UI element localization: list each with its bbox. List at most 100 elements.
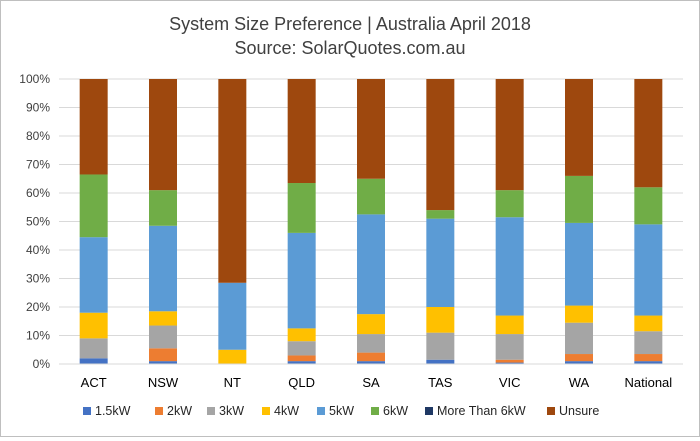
bar-segment bbox=[218, 79, 247, 283]
bar-segment bbox=[495, 217, 524, 316]
bar-segment bbox=[149, 325, 177, 349]
y-axis: 0% 10% 20% 30% 40% 50% 60% 70% 80% 90% 100% bbox=[19, 72, 50, 371]
y-tick-label: 50% bbox=[26, 215, 50, 229]
bar-segment bbox=[357, 178, 385, 215]
bar-segment bbox=[149, 190, 177, 226]
y-tick-label: 30% bbox=[26, 272, 50, 286]
y-tick-label: 0% bbox=[33, 357, 51, 371]
bar-segment bbox=[287, 361, 316, 364]
bar-segment bbox=[495, 359, 524, 363]
bar-segment bbox=[79, 358, 108, 364]
legend: 1.5kW 2kW 3kW 4kW 5kW 6kW More Than 6kW Unsure bbox=[83, 404, 599, 418]
x-tick-label: TAS bbox=[428, 375, 453, 390]
bar-segment bbox=[79, 312, 108, 339]
bar-segment bbox=[287, 183, 316, 233]
x-tick-label: VIC bbox=[499, 375, 521, 390]
bar-segment bbox=[495, 315, 524, 335]
legend-swatch bbox=[155, 407, 163, 415]
bar-segment bbox=[149, 225, 177, 312]
bar-segment bbox=[357, 214, 385, 315]
bar-segment bbox=[495, 334, 524, 360]
bar-segment bbox=[634, 361, 663, 364]
bar-segment bbox=[634, 331, 663, 355]
bar-segment bbox=[426, 79, 455, 211]
bar-segment bbox=[79, 174, 108, 238]
bar-segment bbox=[426, 332, 455, 360]
x-tick-label: National bbox=[624, 375, 672, 390]
bar-segment bbox=[149, 361, 177, 364]
bar-segment bbox=[357, 361, 385, 364]
bar-segment bbox=[634, 79, 663, 188]
y-tick-label: 100% bbox=[19, 72, 50, 86]
bar-segment bbox=[149, 348, 177, 362]
bar-segment bbox=[218, 282, 247, 350]
bar-segment bbox=[426, 307, 455, 333]
bar-segment bbox=[218, 349, 247, 364]
bar-segment bbox=[495, 79, 524, 191]
x-tick-label: SA bbox=[362, 375, 380, 390]
bar-segment bbox=[426, 218, 455, 307]
legend-swatch bbox=[547, 407, 555, 415]
bar-segment bbox=[357, 79, 385, 179]
x-axis: ACT NSW NT QLD SA TAS VIC WA National bbox=[59, 363, 683, 390]
bar-segment bbox=[565, 354, 593, 362]
bar-segment bbox=[79, 338, 108, 359]
bar-segment bbox=[287, 355, 316, 362]
bar-segment bbox=[79, 79, 108, 175]
legend-swatch bbox=[207, 407, 215, 415]
y-tick-label: 60% bbox=[26, 186, 50, 200]
bar-segment bbox=[287, 328, 316, 342]
bar-segment bbox=[634, 354, 663, 362]
legend-label: More Than 6kW bbox=[437, 404, 526, 418]
bar-segment bbox=[287, 232, 316, 329]
chart-title: System Size Preference | Australia April… bbox=[169, 14, 531, 34]
bar-segment bbox=[565, 322, 593, 355]
bar-segment bbox=[287, 79, 316, 184]
bar-segment bbox=[634, 315, 663, 332]
legend-swatch bbox=[317, 407, 325, 415]
legend-swatch bbox=[83, 407, 91, 415]
bar-segment bbox=[565, 361, 593, 364]
bar-segment bbox=[149, 311, 177, 326]
bar-segment bbox=[565, 175, 593, 223]
x-tick-label: NSW bbox=[148, 375, 179, 390]
bar-segment bbox=[634, 187, 663, 225]
bar-segment bbox=[565, 79, 593, 176]
bar-segment bbox=[495, 362, 524, 364]
legend-label: 5kW bbox=[329, 404, 354, 418]
legend-label: 6kW bbox=[383, 404, 408, 418]
x-tick-label: QLD bbox=[288, 375, 315, 390]
legend-label: 2kW bbox=[167, 404, 192, 418]
legend-label: 3kW bbox=[219, 404, 244, 418]
y-tick-label: 40% bbox=[26, 243, 50, 257]
legend-label: 1.5kW bbox=[95, 404, 131, 418]
legend-swatch bbox=[425, 407, 433, 415]
bar-segment bbox=[357, 352, 385, 362]
x-tick-label: ACT bbox=[81, 375, 107, 390]
bar-segment bbox=[149, 79, 177, 191]
x-tick-label: NT bbox=[224, 375, 241, 390]
y-tick-label: 80% bbox=[26, 129, 50, 143]
y-tick-label: 10% bbox=[26, 329, 50, 343]
x-tick-label: WA bbox=[569, 375, 590, 390]
bar-segment bbox=[634, 224, 663, 316]
bars bbox=[79, 79, 663, 364]
y-tick-label: 20% bbox=[26, 300, 50, 314]
bar-segment bbox=[565, 305, 593, 323]
y-tick-label: 70% bbox=[26, 158, 50, 172]
legend-label: 4kW bbox=[274, 404, 299, 418]
bar-segment bbox=[287, 341, 316, 356]
bar-segment bbox=[79, 237, 108, 313]
bar-segment bbox=[426, 210, 455, 219]
legend-swatch bbox=[371, 407, 379, 415]
chart-subtitle: Source: SolarQuotes.com.au bbox=[234, 38, 465, 58]
legend-swatch bbox=[262, 407, 270, 415]
bar-segment bbox=[357, 314, 385, 335]
bar-segment bbox=[357, 334, 385, 353]
bar-segment bbox=[565, 222, 593, 306]
bar-segment bbox=[426, 359, 455, 364]
bar-segment bbox=[495, 190, 524, 218]
legend-label: Unsure bbox=[559, 404, 599, 418]
